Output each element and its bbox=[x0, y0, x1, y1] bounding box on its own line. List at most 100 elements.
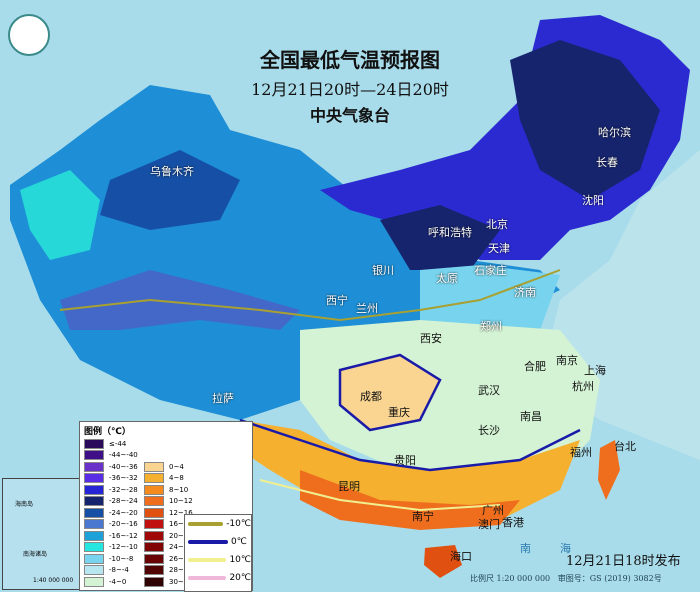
isoline-swatch bbox=[188, 522, 224, 526]
legend-label: 8~10 bbox=[169, 485, 189, 494]
legend-label: -28~-24 bbox=[109, 497, 138, 506]
city-label: 乌鲁木齐 bbox=[150, 165, 194, 178]
legend-swatch bbox=[144, 519, 164, 530]
city-label: 台北 bbox=[614, 440, 636, 453]
legend-label: -4~0 bbox=[109, 577, 127, 586]
inset-label: 海南岛 bbox=[15, 501, 34, 508]
legend-swatch bbox=[144, 565, 164, 576]
isoline-legend: -10℃ 0℃ 10℃ 20℃ bbox=[184, 514, 252, 592]
legend-item: -40~-36 bbox=[84, 461, 138, 473]
legend-item: 30~32 bbox=[144, 576, 193, 588]
legend-label: 10~12 bbox=[169, 497, 193, 506]
legend-label: 16~20 bbox=[169, 520, 193, 529]
legend-label: -20~-16 bbox=[109, 520, 138, 529]
city-label: 哈尔滨 bbox=[598, 126, 631, 139]
city-label: 北京 bbox=[486, 218, 508, 231]
legend-label: -16~-12 bbox=[109, 531, 138, 540]
legend-item: 4~8 bbox=[144, 473, 193, 485]
forecast-period: 12月21日20时—24日20时 bbox=[251, 80, 449, 99]
south-coast-warm bbox=[300, 470, 520, 530]
ten-degree-isoline bbox=[259, 479, 501, 512]
legend-item: -28~-24 bbox=[84, 496, 138, 508]
isoline-item: 20℃ bbox=[185, 569, 251, 587]
legend: 图例（℃） ≤-44 -44~-40 -40~-36 -36~-32 -32~-28 -2… bbox=[79, 421, 253, 591]
legend-swatch bbox=[84, 519, 104, 530]
legend-swatch bbox=[144, 473, 164, 484]
legend-label: -24~-20 bbox=[109, 508, 138, 517]
city-label: 银川 bbox=[372, 264, 394, 277]
sichuan-basin bbox=[340, 355, 440, 430]
legend-item: -4~0 bbox=[84, 576, 138, 588]
legend-swatch bbox=[84, 438, 104, 449]
legend-item: -36~-32 bbox=[84, 473, 138, 485]
isoline-swatch bbox=[188, 558, 227, 562]
city-label: 成都 bbox=[360, 390, 382, 403]
legend-item: 12~16 bbox=[144, 507, 193, 519]
city-label: 西安 bbox=[420, 332, 442, 345]
city-label: 南昌 bbox=[520, 410, 542, 423]
legend-item: 26~28 bbox=[144, 553, 193, 565]
isoline-swatch bbox=[188, 540, 228, 544]
legend-swatch bbox=[84, 530, 104, 541]
city-label: 海口 bbox=[450, 550, 472, 563]
legend-swatch bbox=[144, 496, 164, 507]
legend-item: -24~-20 bbox=[84, 507, 138, 519]
city-label: 拉萨 bbox=[212, 392, 234, 405]
legend-label: -36~-32 bbox=[109, 474, 138, 483]
city-label: 武汉 bbox=[478, 384, 500, 397]
hainan-island bbox=[424, 545, 462, 578]
legend-cold-column: ≤-44 -44~-40 -40~-36 -36~-32 -32~-28 -28~-24 -… bbox=[84, 438, 138, 588]
northwest-cyan-area bbox=[20, 170, 100, 260]
legend-item: 28~30 bbox=[144, 565, 193, 577]
legend-swatch bbox=[144, 461, 164, 472]
legend-swatch bbox=[84, 565, 104, 576]
city-label: 郑州 bbox=[480, 320, 502, 333]
city-label: 贵阳 bbox=[394, 454, 416, 467]
map-scale: 比例尺 1:20 000 000 审图号：GS (2019) 3082号 bbox=[470, 573, 662, 584]
city-label: 重庆 bbox=[388, 406, 410, 419]
legend-title: 图例（℃） bbox=[84, 427, 131, 437]
legend-swatch bbox=[84, 461, 104, 472]
legend-item: -16~-12 bbox=[84, 530, 138, 542]
city-label: 昆明 bbox=[338, 480, 360, 493]
legend-label: -12~-10 bbox=[109, 543, 138, 552]
legend-item: ≤-44 bbox=[84, 438, 138, 450]
cma-logo bbox=[8, 14, 50, 56]
city-label: 兰州 bbox=[356, 302, 378, 315]
sea-label: 南 bbox=[520, 542, 531, 555]
legend-swatch bbox=[144, 484, 164, 495]
legend-item: -20~-16 bbox=[84, 519, 138, 531]
legend-swatch bbox=[144, 553, 164, 564]
legend-swatch bbox=[144, 542, 164, 553]
legend-swatch bbox=[84, 450, 104, 461]
legend-item: -12~-10 bbox=[84, 542, 138, 554]
legend-swatch bbox=[144, 507, 164, 518]
city-label: 香港 bbox=[502, 516, 524, 529]
south-china-sea-inset: 海南岛 南海诸岛 1:40 000 000 bbox=[2, 478, 80, 590]
legend-label: -8~-4 bbox=[109, 566, 129, 575]
legend-label: 24~26 bbox=[169, 543, 193, 552]
legend-swatch bbox=[84, 507, 104, 518]
scale-text: 比例尺 1:20 000 000 bbox=[470, 574, 551, 583]
inner-mongolia-deep bbox=[380, 205, 500, 270]
city-label: 合肥 bbox=[524, 360, 546, 373]
map-approval-number: 审图号：GS (2019) 3082号 bbox=[557, 574, 662, 583]
legend-label: -44~-40 bbox=[109, 451, 138, 460]
issuer: 中央气象台 bbox=[309, 106, 390, 125]
city-label: 广州 bbox=[482, 504, 504, 517]
city-label: 太原 bbox=[436, 272, 458, 285]
legend-item: 16~20 bbox=[144, 519, 193, 531]
legend-item: -8~-4 bbox=[84, 565, 138, 577]
legend-swatch bbox=[144, 576, 164, 587]
city-label: 西宁 bbox=[326, 294, 348, 307]
city-label: 天津 bbox=[488, 242, 510, 255]
legend-label: 12~16 bbox=[169, 508, 193, 517]
city-label: 济南 bbox=[514, 286, 536, 299]
legend-label: -32~-28 bbox=[109, 485, 138, 494]
legend-label: 30~32 bbox=[169, 577, 193, 586]
sea-label: 海 bbox=[560, 542, 571, 555]
north-china-plain bbox=[420, 265, 560, 330]
taiwan-island bbox=[598, 440, 620, 500]
tibet-dark-band bbox=[60, 270, 300, 330]
northeast-deep bbox=[510, 40, 660, 200]
